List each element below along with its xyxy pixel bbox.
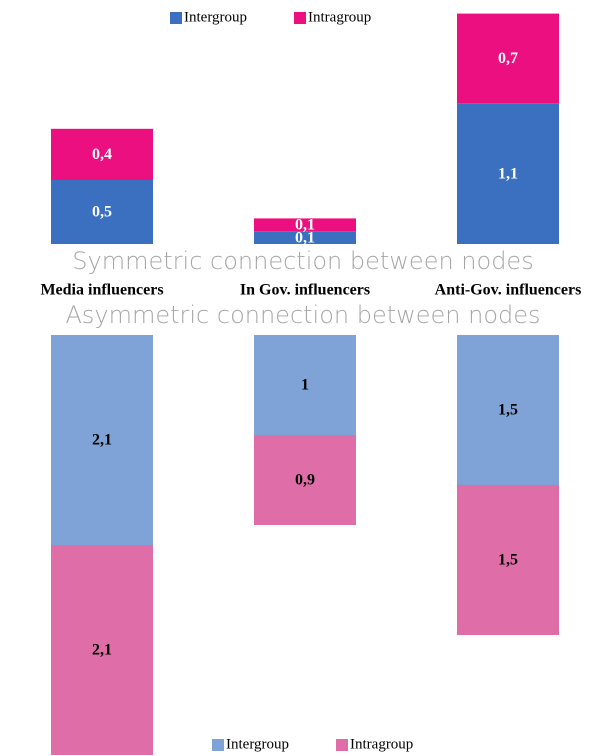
legend-swatch (336, 739, 348, 751)
legend-label: Intragroup (350, 736, 413, 752)
bar-segment (51, 545, 153, 755)
legend-label: Intergroup (226, 736, 289, 752)
category-label: In Gov. influencers (240, 282, 370, 299)
data-label: 2,1 (92, 642, 112, 659)
chart-title: Asymmetric connection between nodes (65, 301, 540, 329)
legend-swatch (294, 12, 306, 24)
legend-label: Intergroup (184, 9, 247, 25)
legend-swatch (170, 12, 182, 24)
data-label: 1 (301, 377, 309, 394)
data-label: 0,4 (92, 146, 112, 163)
data-label: 1,1 (498, 165, 518, 182)
data-label: 0,5 (92, 204, 112, 221)
data-label: 1,5 (498, 552, 518, 569)
bar-segment (51, 335, 153, 545)
data-label: 1,5 (498, 402, 518, 419)
legend-label: Intragroup (308, 9, 371, 25)
bar-segment (457, 485, 559, 635)
bar-segment (254, 435, 356, 525)
data-label: 0,7 (498, 50, 518, 67)
bar-segment (457, 335, 559, 485)
data-label: 0,1 (295, 216, 315, 233)
legend-swatch (212, 739, 224, 751)
bar-segment (457, 13, 559, 104)
category-label: Media influencers (40, 282, 163, 299)
data-label: 0,9 (295, 472, 315, 489)
bar-segment (457, 103, 559, 244)
bar-segment (51, 180, 153, 244)
data-label: 2,1 (92, 432, 112, 449)
data-label: 0,1 (295, 229, 315, 246)
bar-segment (254, 335, 356, 435)
bar-segment (51, 128, 153, 180)
bar-segment (254, 218, 356, 232)
chart-title: Symmetric connection between nodes (72, 247, 533, 275)
bar-segment (254, 231, 356, 244)
category-label: Anti-Gov. influencers (435, 282, 582, 299)
